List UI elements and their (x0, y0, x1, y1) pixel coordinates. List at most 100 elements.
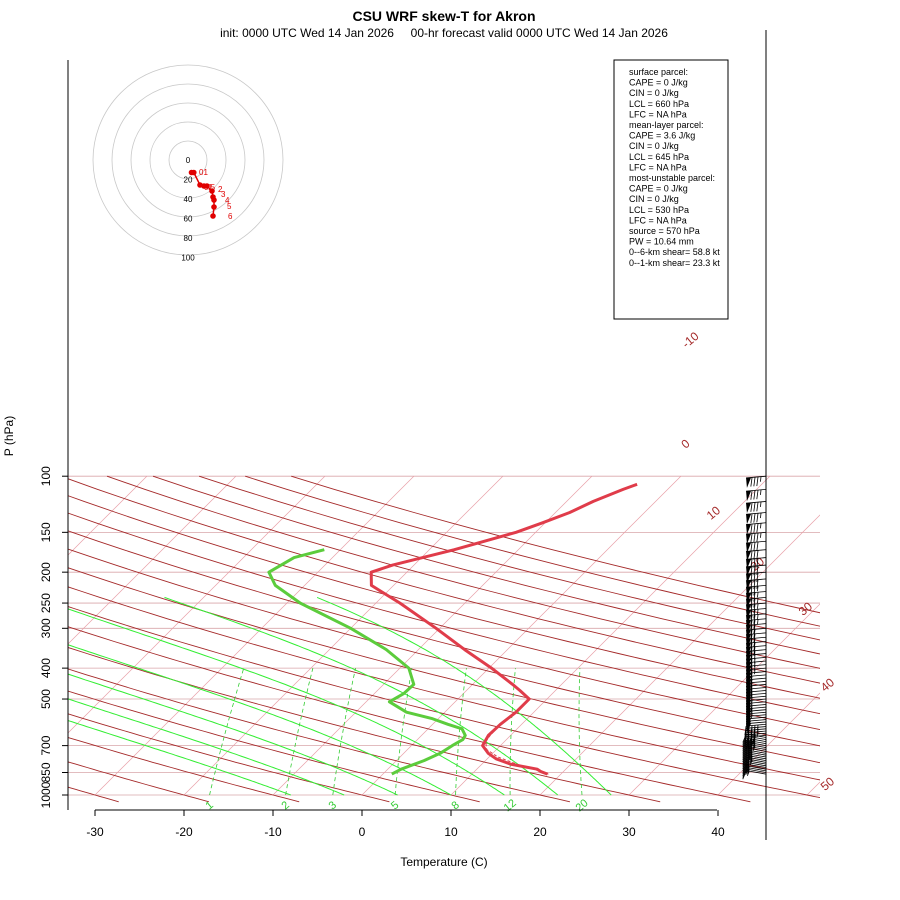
wind-barb-full (753, 565, 756, 576)
wind-barb-full (742, 770, 747, 780)
wind-barb-full (756, 565, 759, 575)
wind-barb-half (757, 592, 759, 598)
wind-barb-full (748, 744, 753, 754)
hodograph-ring-label: 60 (184, 215, 193, 224)
hodograph-ring-label: 80 (184, 234, 193, 243)
moist-adiabat (68, 673, 398, 796)
x-tick-label: 40 (711, 825, 725, 839)
wind-barb-staff (746, 761, 767, 767)
dry-adiabat (68, 690, 480, 803)
moist-adiabat (68, 720, 291, 796)
wind-barb-full (742, 743, 747, 753)
info-line: LFC = NA hPa (629, 215, 687, 225)
dry-adiabats (68, 475, 820, 803)
x-axis-label: Temperature (C) (400, 855, 487, 869)
wind-barb-half (757, 614, 759, 620)
wind-barb-full (745, 764, 750, 774)
wind-barb-full (750, 676, 753, 686)
wind-barb-staff (746, 578, 767, 582)
dry-adiabat (68, 626, 751, 803)
mixing-ratio-line (509, 668, 516, 795)
wind-barb-half (749, 754, 753, 760)
wind-barb-flag (746, 573, 752, 584)
wind-barb-staff (746, 768, 767, 773)
dry-adiabat (68, 478, 820, 684)
dewpoint-line (267, 548, 467, 776)
hodograph-point (191, 169, 197, 176)
wind-barb-full (750, 654, 753, 664)
wind-barb-staff (746, 475, 767, 479)
info-line: CIN = 0 J/kg (629, 141, 679, 151)
wind-barb-full (745, 750, 750, 760)
wind-barb-staff (746, 726, 767, 729)
hodograph-height-label: 5 (227, 202, 232, 211)
wind-barb-full (750, 685, 753, 695)
wind-barb-staff (746, 571, 767, 575)
temperature-line (369, 482, 638, 776)
wind-barb-staff (746, 770, 767, 775)
info-line: CAPE = 0 J/kg (629, 184, 688, 194)
hodograph-point (210, 213, 216, 219)
info-line: LCL = 660 hPa (629, 99, 689, 109)
wind-barb-staff (746, 564, 767, 568)
wind-barb-full (753, 598, 756, 608)
wind-barb-staff (746, 602, 767, 606)
info-line: surface parcel: (629, 67, 688, 77)
hodograph-point (209, 188, 215, 194)
hodograph-ring (149, 121, 227, 199)
wind-barb-full (748, 748, 753, 758)
wind-barb-flag (746, 477, 752, 488)
wind-barb-full (753, 533, 756, 543)
info-line: CIN = 0 J/kg (629, 88, 679, 98)
wind-barb-full (750, 624, 753, 635)
wind-barb-staff (746, 613, 767, 616)
wind-barb-staff (746, 540, 767, 544)
x-tick-label: 30 (622, 825, 636, 839)
wind-barb-full (750, 662, 753, 672)
hodograph-ring-label: 20 (184, 176, 193, 185)
wind-barb-flag (746, 566, 752, 577)
dry-adiabat (68, 668, 571, 803)
wind-barb-half (754, 658, 756, 664)
x-tick-labels: -30 -20 -10 0 10 20 30 40 (86, 810, 725, 839)
wind-barb-full (745, 742, 750, 752)
wind-barb-staff (746, 632, 767, 635)
mixing-ratio-line (285, 668, 314, 796)
wind-barb-staff (746, 760, 767, 765)
wind-barb-full (753, 513, 756, 523)
isotherm-line (539, 514, 820, 796)
wind-barb-full (750, 573, 753, 583)
wind-barb-column (742, 30, 767, 840)
wind-barb-full (753, 592, 756, 602)
wind-barb-full (756, 550, 759, 560)
wind-barb-full (750, 650, 753, 661)
chart-subtitle: init: 0000 UTC Wed 14 Jan 2026 00-hr for… (220, 26, 668, 40)
wind-barb-full (750, 629, 753, 639)
axes (67, 60, 717, 811)
x-tick-label: 10 (444, 825, 458, 839)
info-line: source = 570 hPa (629, 226, 700, 236)
info-line: LFC = NA hPa (629, 109, 687, 119)
hodograph-height-label: 01 (199, 168, 208, 177)
info-line: 0--1-km shear= 23.3 kt (629, 258, 720, 268)
wind-barb-flag (746, 542, 752, 553)
wind-barb-full (753, 573, 756, 583)
wind-barb-full (750, 682, 753, 692)
y-tick-label: 700 (39, 735, 53, 755)
isotherm-line (68, 475, 237, 645)
dry-adiabat (68, 761, 210, 803)
wind-barb-staff (746, 636, 767, 640)
wind-barb-full (742, 749, 747, 759)
wind-barb-staff (746, 623, 767, 626)
mixing-ratio-line (394, 668, 413, 796)
wind-barb-half (747, 769, 750, 775)
x-tick-label: -10 (264, 825, 282, 839)
hodograph-height-label: 4 (225, 196, 230, 205)
info-line: CIN = 0 J/kg (629, 194, 679, 204)
hodograph-height-label: 6 (228, 212, 233, 221)
wind-barb-half (747, 767, 750, 773)
chart-title: CSU WRF skew-T for Akron (352, 8, 535, 24)
info-box: surface parcel: CAPE = 0 J/kg CIN = 0 J/kg… (613, 59, 729, 320)
hodograph-ring (111, 83, 265, 237)
